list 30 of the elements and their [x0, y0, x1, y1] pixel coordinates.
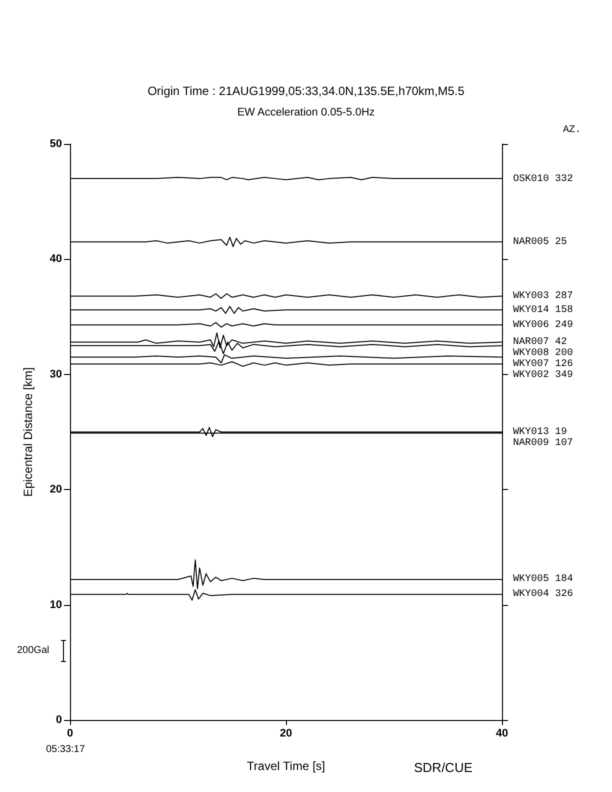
y-tick-label: 30: [50, 368, 62, 380]
series-label: WKY013 19: [513, 427, 568, 438]
text: AZ.: [563, 125, 582, 136]
y-tick-label: 50: [50, 138, 62, 150]
x-axis-title: Travel Time [s]: [246, 759, 326, 773]
x-tick-label: 20: [280, 728, 292, 740]
series-label: OSK010 332: [513, 174, 574, 185]
y-axis-title: Epicentral Distance [km]: [21, 367, 35, 497]
chart-title: Origin Time : 21AUG1999,05:33,34.0N,135.5E,h70km,M5.5: [148, 84, 465, 98]
series-label: NAR007 42: [513, 337, 568, 348]
y-tick-label: 40: [50, 253, 62, 266]
series-label: NAR005 25: [513, 236, 568, 248]
x-tick-label: 40: [496, 728, 508, 740]
series-label: WKY008 200: [513, 348, 574, 360]
legend-label: WKY002 349: [513, 370, 574, 382]
series-label: WKY004 326: [513, 589, 574, 600]
series-label: WKY005 184: [513, 574, 574, 586]
y-tick-label: 0: [56, 714, 62, 726]
x-tick-label: 0: [66, 728, 74, 740]
chart-subtitle: EW Acceleration 0.05-5.0Hz: [237, 106, 375, 118]
series-label: NAR009 107: [513, 438, 574, 449]
y-tick-label: 10: [50, 598, 62, 611]
y-tick-label: 20: [50, 484, 62, 496]
series-label: WKY006 249: [513, 320, 574, 331]
text: 200Gal: [17, 645, 50, 656]
series-label: WKY007 126: [513, 359, 574, 370]
text: 05:33:17: [46, 744, 85, 755]
series-label: WKY003 287: [513, 291, 574, 302]
series-label: WKY014 158: [513, 304, 574, 316]
text: SDR/CUE: [414, 760, 473, 775]
